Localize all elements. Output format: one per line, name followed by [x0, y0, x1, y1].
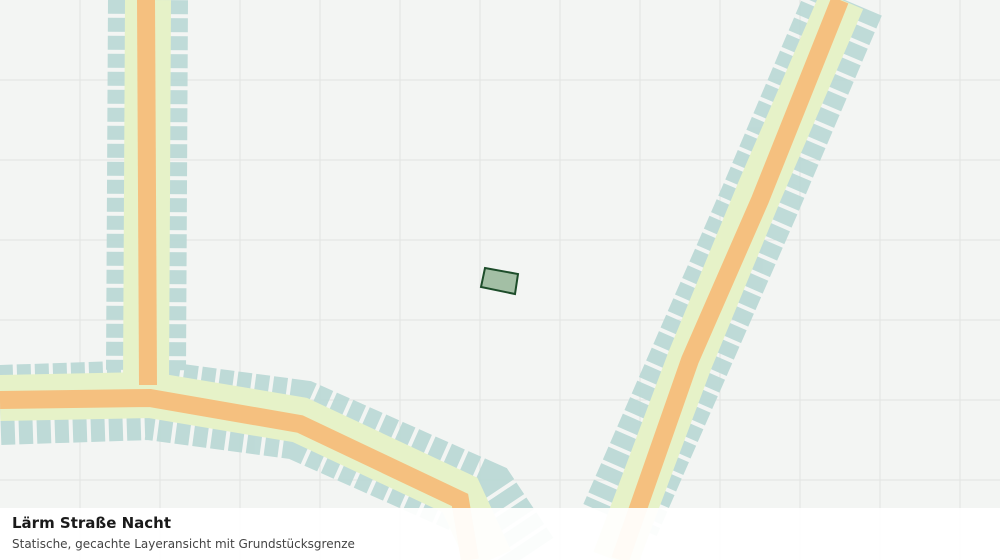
- caption-subtitle: Statische, gecachte Layeransicht mit Gru…: [12, 537, 355, 551]
- caption-title: Lärm Straße Nacht: [12, 514, 172, 532]
- parcel-boundary: [479, 266, 520, 296]
- caption: Lärm Straße Nacht Statische, gecachte La…: [0, 508, 1000, 560]
- noise-bands: [0, 0, 882, 560]
